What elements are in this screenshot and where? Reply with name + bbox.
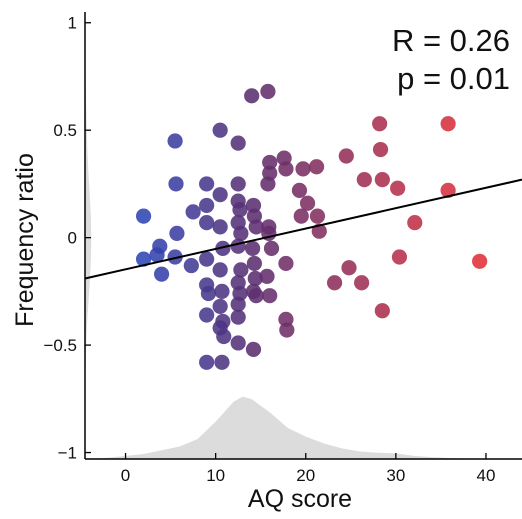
data-point xyxy=(326,275,343,291)
data-point xyxy=(214,283,230,299)
data-point xyxy=(183,257,199,274)
data-point xyxy=(199,197,215,214)
data-point xyxy=(372,116,388,132)
x-tick-label: 0 xyxy=(121,466,130,485)
data-point xyxy=(293,208,309,224)
data-point xyxy=(440,182,456,198)
data-point xyxy=(230,238,246,254)
y-density-curve xyxy=(85,12,92,459)
data-point xyxy=(199,307,215,323)
data-point xyxy=(199,215,215,231)
data-point xyxy=(354,275,370,291)
data-point xyxy=(135,251,152,267)
data-point xyxy=(248,288,264,304)
data-point xyxy=(215,240,231,256)
data-point xyxy=(199,176,215,192)
data-point xyxy=(390,180,406,196)
data-point xyxy=(244,88,260,104)
data-point xyxy=(168,176,184,192)
data-point xyxy=(233,225,249,241)
data-point xyxy=(341,260,357,276)
data-point xyxy=(230,335,246,351)
data-point xyxy=(260,176,276,192)
data-point xyxy=(212,298,228,315)
x-tick-label: 40 xyxy=(476,466,495,485)
data-point xyxy=(248,219,264,235)
data-point xyxy=(199,251,215,267)
y-axis-title: Frequency ratio xyxy=(11,153,39,327)
data-point xyxy=(214,354,230,370)
data-point xyxy=(212,122,228,138)
data-point xyxy=(263,240,280,256)
data-point xyxy=(262,154,278,171)
data-point xyxy=(230,135,246,151)
data-point xyxy=(262,288,278,304)
data-point xyxy=(152,238,168,254)
data-point xyxy=(295,161,311,177)
correlation-r-label: R = 0.26 xyxy=(392,23,510,58)
data-point xyxy=(153,266,170,282)
regression-line xyxy=(84,178,522,280)
data-point xyxy=(212,262,228,278)
data-point xyxy=(230,176,246,192)
data-point xyxy=(230,296,246,312)
data-point xyxy=(247,270,263,287)
data-point xyxy=(299,195,316,211)
data-point xyxy=(167,249,183,265)
data-point xyxy=(372,141,389,158)
x-tick-label: 30 xyxy=(386,466,405,485)
y-tick-label: 1 xyxy=(68,14,77,33)
data-point xyxy=(200,285,217,302)
data-point xyxy=(472,253,488,269)
data-point xyxy=(185,204,201,220)
data-point xyxy=(374,303,390,319)
data-point xyxy=(374,172,390,188)
data-point xyxy=(407,215,423,231)
data-point xyxy=(260,83,276,100)
data-point xyxy=(259,268,275,284)
data-point xyxy=(212,187,228,203)
x-axis-title: AQ score xyxy=(248,485,352,513)
data-point xyxy=(199,354,215,370)
data-point xyxy=(232,202,248,218)
data-point xyxy=(135,208,152,224)
ticks-layer: 0 10 20 30 40 1 0.5 0 −0.5 −1 xyxy=(43,14,495,485)
data-point xyxy=(278,255,294,272)
data-point xyxy=(356,172,372,188)
y-tick-label: 0.5 xyxy=(53,121,77,140)
y-tick-label: −0.5 xyxy=(43,336,77,355)
axes-layer xyxy=(84,12,522,460)
data-point xyxy=(167,133,183,149)
data-point xyxy=(309,208,326,224)
correlation-p-label: p = 0.01 xyxy=(397,61,510,96)
x-tick-label: 20 xyxy=(296,466,315,485)
data-point xyxy=(311,223,327,239)
x-density-curve xyxy=(85,396,522,459)
data-point xyxy=(308,159,325,175)
data-point xyxy=(391,249,408,265)
points-layer xyxy=(135,83,488,370)
line-layer xyxy=(84,178,522,280)
data-point xyxy=(169,225,185,241)
y-tick-label: −1 xyxy=(58,444,77,463)
data-point xyxy=(216,328,232,345)
data-point xyxy=(212,219,228,235)
y-tick-label: 0 xyxy=(68,229,77,248)
data-point xyxy=(245,341,262,357)
data-point xyxy=(279,322,295,338)
data-point xyxy=(440,116,456,132)
data-point xyxy=(244,240,261,256)
data-point xyxy=(338,148,354,164)
data-point xyxy=(278,161,294,177)
data-point xyxy=(230,309,246,325)
data-point xyxy=(246,255,262,272)
data-point xyxy=(291,182,308,198)
data-point xyxy=(233,262,249,278)
density-layer xyxy=(85,12,522,459)
x-tick-label: 10 xyxy=(206,466,225,485)
